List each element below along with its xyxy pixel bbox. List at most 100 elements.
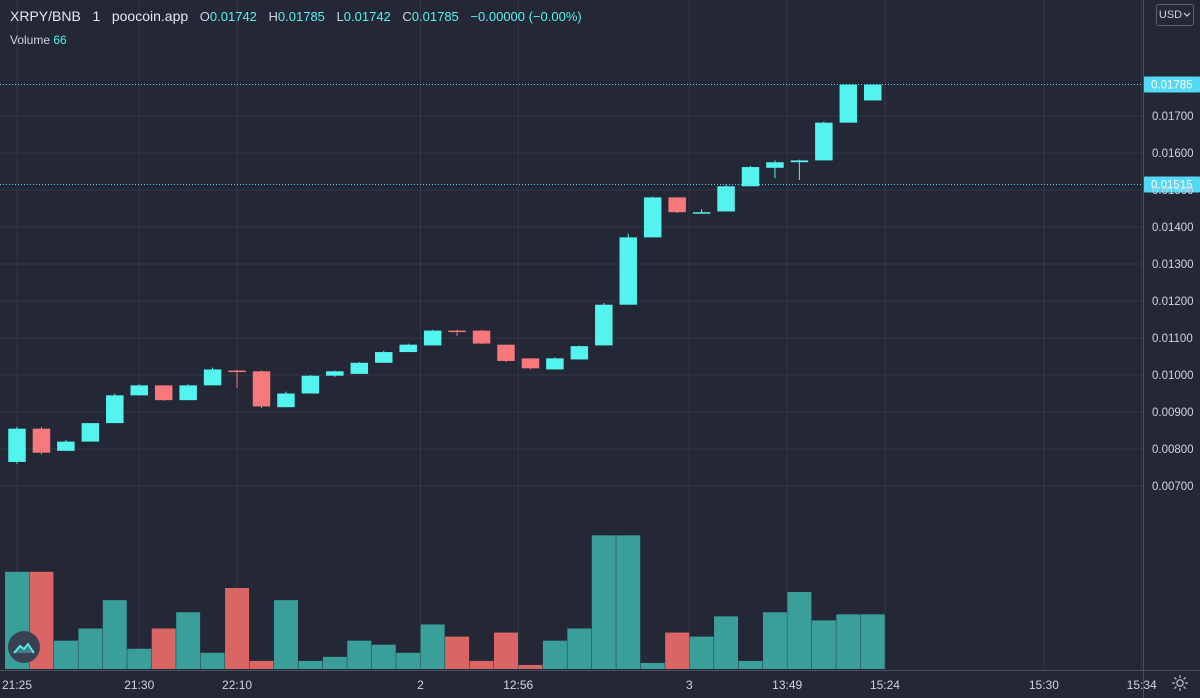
x-tick-label: 2 <box>417 678 424 692</box>
candle-body <box>839 84 858 123</box>
volume-bar <box>151 628 176 669</box>
candle-body <box>154 385 173 401</box>
candle-body <box>277 393 295 408</box>
volume-bar <box>518 664 543 669</box>
x-tick-label: 21:25 <box>2 678 32 692</box>
volume-bar <box>225 588 250 669</box>
candle-body <box>497 344 515 361</box>
volume-label: Volume <box>10 33 51 47</box>
candle-body <box>595 304 613 346</box>
candle-body <box>81 423 100 442</box>
candle-body <box>570 346 589 360</box>
open-value: 0.01742 <box>209 9 257 24</box>
volume-bar <box>298 660 323 669</box>
volume-bar <box>836 614 861 669</box>
volume-bar <box>714 616 739 669</box>
x-tick-label: 21:30 <box>124 678 154 692</box>
volume-bar <box>542 640 567 669</box>
candle-body <box>8 428 26 462</box>
x-tick-label: 12:56 <box>503 678 533 692</box>
x-tick-label: 15:34 <box>1127 678 1157 692</box>
candle-body <box>130 385 148 396</box>
x-tick-label: 22:10 <box>222 678 252 692</box>
x-tick-label: 3 <box>686 678 693 692</box>
candle-body <box>643 197 662 238</box>
volume-bar <box>640 662 665 669</box>
volume-bar <box>78 628 103 669</box>
candle-body <box>252 371 271 407</box>
currency-selector[interactable]: USD <box>1156 4 1194 26</box>
candle-body <box>815 122 833 161</box>
candle-body <box>57 441 75 451</box>
chevron-down-icon <box>1183 12 1191 17</box>
candle-body <box>766 162 784 168</box>
price-line-tag <box>1144 76 1200 93</box>
y-tick-label: 0.01700 <box>1152 111 1194 123</box>
volume-bar <box>396 652 421 669</box>
volume-bar <box>591 535 616 669</box>
candle-body <box>32 428 51 453</box>
y-tick-label: 0.00800 <box>1152 444 1194 456</box>
price-line-label: 0.01785 <box>1151 80 1193 92</box>
volume-bar <box>445 636 470 669</box>
candle-body <box>203 369 222 386</box>
volume-bar <box>53 640 78 669</box>
candle-body <box>375 352 393 363</box>
y-tick-label: 0.01100 <box>1152 333 1193 345</box>
volume-bar <box>616 535 641 669</box>
y-tick-label: 0.01000 <box>1152 370 1194 382</box>
y-tick-label: 0.01600 <box>1152 148 1194 160</box>
close-label: C <box>402 9 412 24</box>
x-tick-label: 15:30 <box>1029 678 1059 692</box>
high-label: H <box>268 9 278 24</box>
volume-bar <box>494 632 518 669</box>
candle-body <box>326 371 344 376</box>
y-tick-label: 0.01300 <box>1152 259 1194 271</box>
volume-legend: Volume 66 <box>10 33 67 47</box>
candle-body <box>692 212 711 214</box>
y-tick-label: 0.01500 <box>1152 185 1194 197</box>
volume-bar <box>738 660 763 669</box>
high-value: 0.01785 <box>277 9 325 24</box>
open-label: O <box>199 9 210 24</box>
volume-bar <box>176 612 201 669</box>
volume-value: 66 <box>53 33 67 47</box>
y-tick-label: 0.00700 <box>1152 481 1194 493</box>
y-tick-label: 0.01200 <box>1152 296 1194 308</box>
candle-body <box>717 186 735 212</box>
candle-body <box>350 362 369 374</box>
candle-body <box>106 395 124 424</box>
symbol-name: XRPY/BNB <box>10 8 81 24</box>
volume-bar <box>420 624 445 669</box>
price-line-tag <box>1144 176 1200 193</box>
chart-legend: XRPY/BNB 1 poocoin.app O0.01742 H0.01785… <box>10 8 582 24</box>
candle-body <box>179 385 197 401</box>
candle-body <box>472 330 491 344</box>
volume-bar <box>665 632 690 669</box>
price-line-label: 0.01515 <box>1151 179 1193 191</box>
volume-bar <box>273 600 298 669</box>
source-label: poocoin.app <box>111 8 189 24</box>
currency-label: USD <box>1158 9 1183 21</box>
candle-body <box>399 344 417 353</box>
gear-icon[interactable] <box>1170 673 1190 693</box>
candle-body <box>619 237 637 305</box>
volume-bar <box>860 614 885 669</box>
volume-bar <box>102 600 127 669</box>
candle-body <box>521 358 540 369</box>
volume-bar <box>811 620 836 669</box>
poocoin-logo-icon[interactable] <box>8 631 40 663</box>
low-label: L <box>336 9 344 24</box>
candle-body <box>448 330 466 333</box>
volume-bar <box>322 656 347 669</box>
volume-bar <box>567 628 592 669</box>
close-value: 0.01785 <box>411 9 459 24</box>
candle-body <box>301 375 320 394</box>
candle-body <box>423 330 442 346</box>
change-value: −0.00000 (−0.00%) <box>470 9 582 24</box>
x-tick-label: 13:49 <box>772 678 802 692</box>
volume-bar <box>347 640 372 669</box>
candle-body <box>546 358 564 370</box>
logo-mountain-icon <box>13 642 35 654</box>
